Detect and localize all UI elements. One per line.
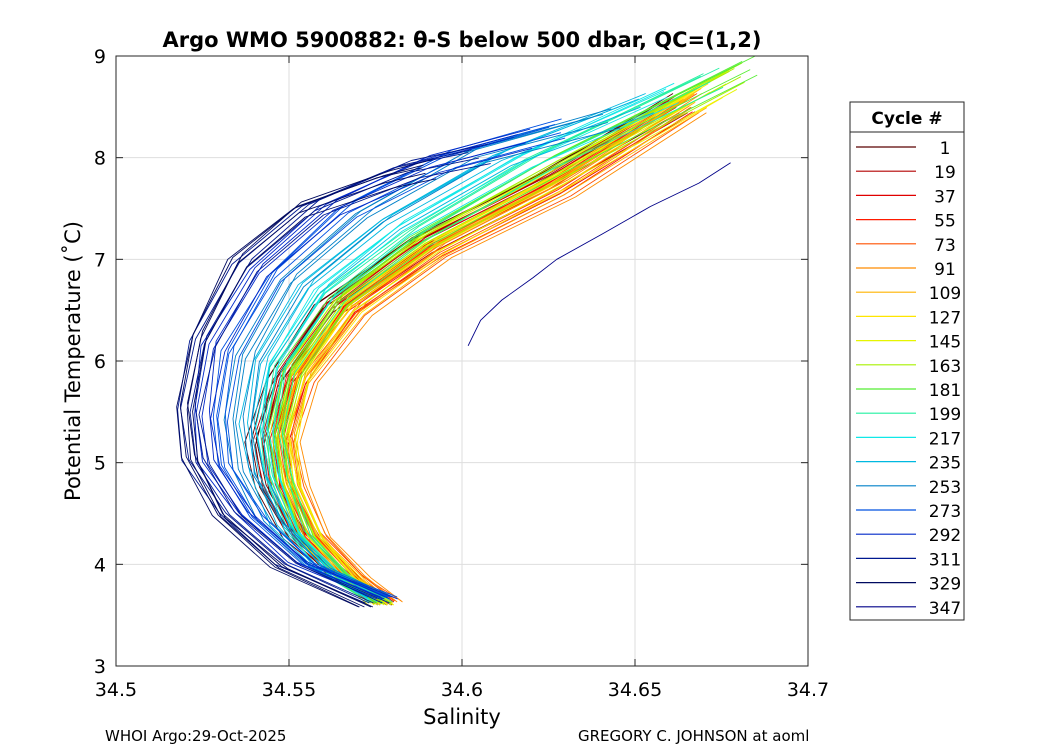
series-line-217 bbox=[272, 102, 679, 601]
legend-entry-label: 127 bbox=[929, 308, 961, 328]
y-tick-label: 5 bbox=[94, 453, 106, 475]
legend-entry-label: 19 bbox=[934, 163, 956, 183]
legend-entry-label: 235 bbox=[929, 454, 961, 474]
series-line-127 bbox=[297, 97, 723, 606]
legend-entry-label: 217 bbox=[929, 429, 961, 449]
legend-entry-label: 1 bbox=[940, 139, 951, 159]
series-line-199 bbox=[281, 86, 724, 603]
x-tick-label: 34.7 bbox=[787, 679, 829, 701]
series-line-311 bbox=[198, 163, 491, 604]
y-tick-label: 4 bbox=[94, 554, 106, 576]
legend: Cycle # 1 19 37 55 73 91 109 127 145 163 181 199 217… bbox=[849, 101, 965, 621]
legend-entry-label: 311 bbox=[929, 550, 961, 570]
legend-entry-label: 329 bbox=[929, 575, 961, 595]
legend-entries: 1 19 37 55 73 91 109 127 145 163 181 199 217 235 253 27… bbox=[856, 139, 961, 619]
y-axis-ticks: 3 4 5 6 7 8 9 bbox=[94, 46, 808, 678]
series-line-181 bbox=[282, 74, 758, 604]
series-line-127 bbox=[284, 91, 711, 606]
series-line-292 bbox=[210, 147, 533, 600]
series-line-311 bbox=[189, 157, 479, 604]
series-line-91 bbox=[299, 112, 707, 603]
series-line-145 bbox=[295, 88, 738, 606]
series-line-273 bbox=[212, 126, 550, 598]
series-line-329 bbox=[192, 178, 437, 608]
chart-title: Argo WMO 5900882: θ-S below 500 dbar, QC… bbox=[163, 28, 762, 52]
legend-entry-label: 253 bbox=[929, 478, 961, 498]
series-line-253 bbox=[250, 127, 621, 598]
legend-entry-label: 91 bbox=[934, 260, 956, 280]
series-line-73 bbox=[292, 112, 699, 602]
x-tick-label: 34.5 bbox=[95, 679, 137, 701]
y-tick-label: 7 bbox=[94, 249, 106, 271]
legend-entry-label: 73 bbox=[934, 236, 956, 256]
x-axis-label: Salinity bbox=[423, 705, 501, 729]
series-line-329 bbox=[179, 164, 424, 608]
series-line-253 bbox=[232, 113, 604, 598]
series-line-217 bbox=[266, 82, 675, 601]
legend-entry-label: 109 bbox=[929, 284, 961, 304]
series-line-217 bbox=[255, 91, 665, 601]
legend-title: Cycle # bbox=[871, 109, 942, 129]
series-line-273 bbox=[226, 137, 566, 598]
legend-entry-label: 273 bbox=[929, 502, 961, 522]
legend-entry-label: 199 bbox=[929, 405, 961, 425]
x-axis-ticks: 34.5 34.55 34.6 34.65 34.7 bbox=[95, 56, 829, 701]
x-tick-label: 34.6 bbox=[441, 679, 483, 701]
legend-entry-label: 55 bbox=[934, 212, 956, 232]
legend-entry-label: 292 bbox=[929, 526, 961, 546]
plot-area: 34.5 34.55 34.6 34.65 34.7 3 4 5 6 7 8 9 bbox=[94, 46, 829, 701]
x-tick-label: 34.55 bbox=[262, 679, 316, 701]
legend-entry-label: 145 bbox=[929, 333, 961, 353]
footer-left: WHOI Argo:29-Oct-2025 bbox=[105, 727, 286, 745]
series-line-235 bbox=[262, 112, 654, 599]
series-line-347 bbox=[467, 162, 731, 346]
series-group bbox=[176, 55, 758, 608]
series-line-235 bbox=[238, 101, 633, 599]
y-tick-label: 8 bbox=[94, 148, 106, 170]
y-tick-label: 6 bbox=[94, 351, 106, 373]
series-line-91 bbox=[293, 93, 703, 603]
series-line-235 bbox=[250, 106, 641, 599]
footer-right: GREGORY C. JOHNSON at aoml bbox=[578, 727, 809, 745]
series-line-311 bbox=[194, 143, 488, 604]
x-tick-label: 34.65 bbox=[608, 679, 662, 701]
legend-entry-label: 347 bbox=[929, 599, 961, 619]
legend-entry-label: 181 bbox=[929, 381, 961, 401]
legend-entry-label: 163 bbox=[929, 357, 961, 377]
series-line-292 bbox=[201, 142, 526, 600]
series-line-127 bbox=[288, 77, 715, 606]
series-line-199 bbox=[277, 67, 720, 603]
legend-entry-label: 37 bbox=[934, 187, 956, 207]
y-tick-label: 9 bbox=[94, 46, 106, 68]
y-axis-label: Potential Temperature (˚C) bbox=[61, 221, 85, 501]
y-tick-label: 3 bbox=[94, 656, 106, 678]
